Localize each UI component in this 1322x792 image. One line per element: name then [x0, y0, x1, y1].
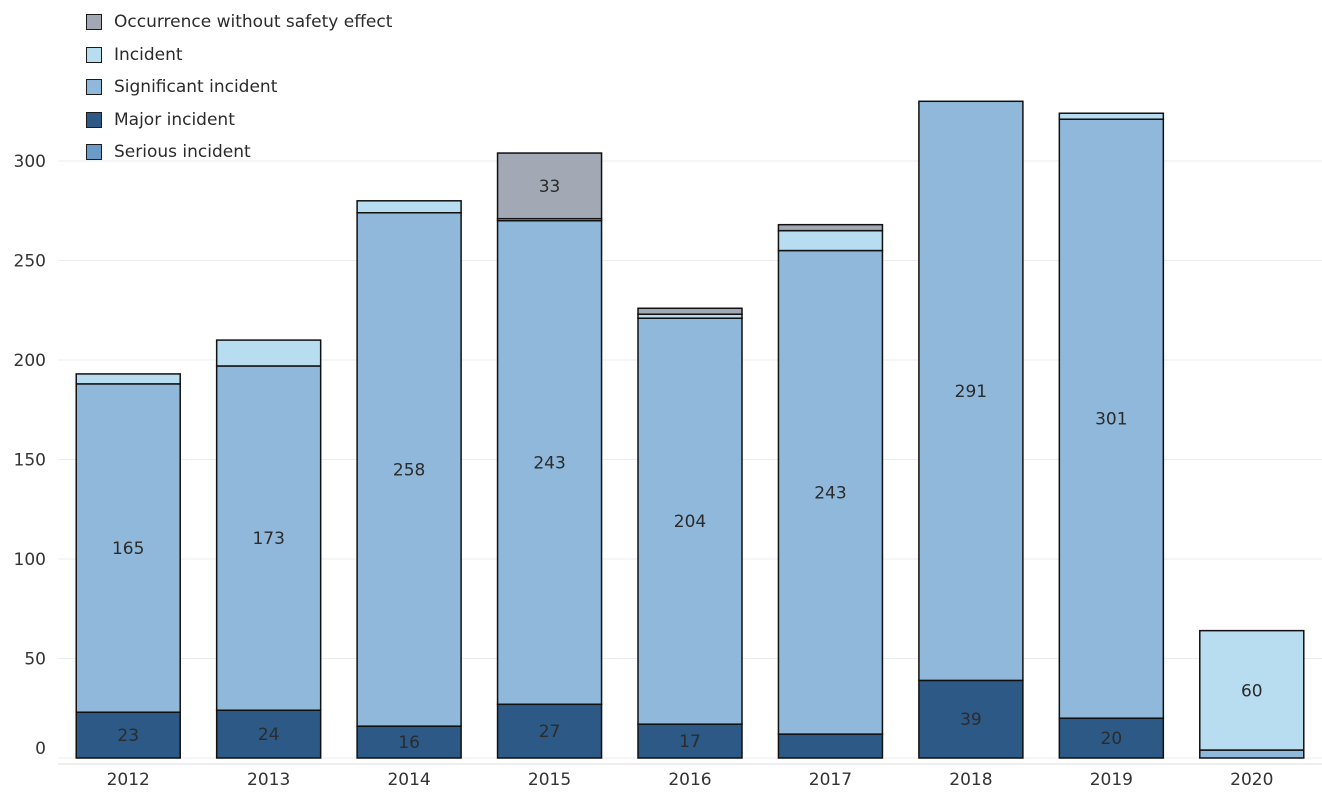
data-label-2016-major-incident: 17	[679, 732, 701, 752]
legend-label-incident: Incident	[114, 44, 183, 65]
y-tick-label-150: 150	[14, 451, 46, 471]
bar-2013-incident	[215, 339, 322, 367]
bar-2019-incident	[1058, 112, 1165, 120]
x-tick-label-2018: 2018	[949, 770, 992, 790]
bar-2017-major-incident	[777, 733, 884, 759]
y-tick-label-0: 0	[35, 739, 46, 759]
bar-2020-significant-incident	[1199, 749, 1305, 759]
bar-2015-major-incident	[496, 703, 603, 759]
data-label-2017-significant-incident: 243	[814, 483, 846, 503]
legend: Occurrence without safety effect Inciden…	[86, 6, 392, 169]
data-label-2018-major-incident: 39	[960, 710, 982, 730]
bar-2020-incident	[1199, 629, 1305, 751]
legend-label-major: Major incident	[114, 109, 235, 130]
bar-2016-major-incident	[637, 723, 743, 759]
legend-label-serious: Serious incident	[114, 142, 251, 163]
data-label-2013-significant-incident: 173	[252, 529, 284, 549]
y-tick-label-250: 250	[14, 252, 46, 272]
bar-2016-occurrence-without-safety-effect	[637, 307, 743, 315]
bar-2013-significant-incident	[215, 365, 322, 711]
legend-item-incident: Incident	[86, 39, 392, 72]
bar-2015-significant-incident	[496, 219, 603, 706]
bar-2017-occurrence-without-safety-effect	[777, 223, 884, 232]
y-tick-label-100: 100	[14, 550, 46, 570]
bar-2012-significant-incident	[75, 383, 181, 713]
legend-swatch-significant	[86, 79, 102, 96]
bar-2012-major-incident	[75, 711, 181, 759]
bar-2015-occurrence-without-safety-effect	[496, 152, 603, 220]
y-tick-label-200: 200	[14, 351, 46, 371]
legend-swatch-incident	[86, 46, 102, 63]
data-label-2019-major-incident: 20	[1101, 729, 1123, 749]
bar-2014-incident	[356, 200, 462, 214]
x-tick-label-2016: 2016	[668, 770, 711, 790]
data-label-2014-major-incident: 16	[398, 733, 420, 753]
data-label-2015-significant-incident: 243	[533, 453, 565, 473]
data-label-2012-significant-incident: 165	[112, 539, 144, 559]
y-tick-label-50: 50	[24, 650, 46, 670]
bar-2017-incident	[777, 229, 884, 252]
y-tick-label-300: 300	[14, 152, 46, 172]
data-label-2014-significant-incident: 258	[393, 460, 425, 480]
legend-item-significant: Significant incident	[86, 71, 392, 104]
bar-2019-significant-incident	[1058, 118, 1165, 719]
legend-label-occurrence: Occurrence without safety effect	[114, 12, 393, 33]
data-label-2015-major-incident: 27	[539, 722, 561, 742]
data-label-2012-major-incident: 23	[117, 726, 139, 746]
data-label-2013-major-incident: 24	[258, 725, 280, 745]
legend-swatch-occurrence	[86, 14, 102, 31]
bar-2018-significant-incident	[918, 100, 1024, 682]
legend-item-serious: Serious incident	[86, 136, 392, 169]
data-label-2016-significant-incident: 204	[674, 512, 706, 532]
x-tick-label-2013: 2013	[247, 770, 290, 790]
x-tick-label-2017: 2017	[809, 770, 852, 790]
x-tick-label-2020: 2020	[1230, 770, 1273, 790]
data-label-2018-significant-incident: 291	[955, 382, 987, 402]
legend-item-major: Major incident	[86, 104, 392, 137]
x-tick-label-2019: 2019	[1090, 770, 1133, 790]
x-tick-label-2012: 2012	[107, 770, 150, 790]
bar-2013-major-incident	[215, 709, 322, 759]
legend-label-significant: Significant incident	[114, 77, 278, 98]
x-tick-label-2015: 2015	[528, 770, 571, 790]
legend-swatch-serious	[86, 144, 102, 161]
data-label-2015-occurrence-without-safety-effect: 33	[539, 177, 561, 197]
data-label-2019-significant-incident: 301	[1095, 410, 1127, 430]
legend-item-occurrence: Occurrence without safety effect	[86, 6, 392, 39]
x-tick-label-2014: 2014	[387, 770, 430, 790]
bar-2014-significant-incident	[356, 211, 462, 727]
bar-2012-incident	[75, 373, 181, 385]
bar-2017-significant-incident	[777, 249, 884, 735]
legend-swatch-major	[86, 111, 102, 128]
data-label-2020-incident: 60	[1241, 681, 1263, 701]
bar-2016-significant-incident	[637, 317, 743, 725]
